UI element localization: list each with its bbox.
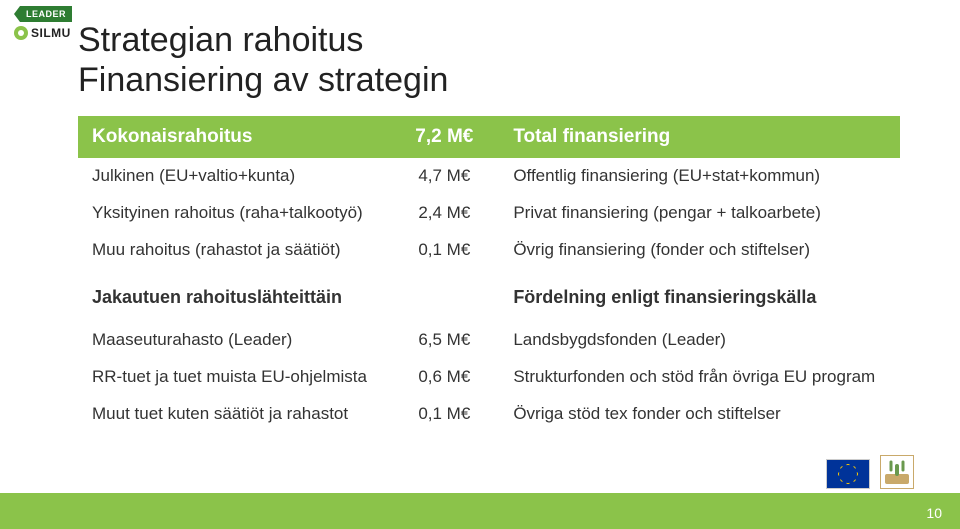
leader-logo-text: LEADER	[20, 6, 72, 22]
cell-right: Övrig finansiering (fonder och stiftelse…	[499, 232, 900, 269]
header-left: Kokonaisrahoitus	[78, 116, 389, 158]
cell-amount: 0,6 M€	[389, 359, 499, 396]
table-row: Muu rahoitus (rahastot ja säätiöt) 0,1 M…	[78, 232, 900, 269]
content-area: Strategian rahoitus Finansiering av stra…	[78, 20, 900, 433]
title-line-2: Finansiering av strategin	[78, 61, 448, 99]
cell-right: Landsbygdsfonden (Leader)	[499, 322, 900, 359]
footer-logos	[826, 455, 914, 489]
table-row: Maaseuturahasto (Leader) 6,5 M€ Landsbyg…	[78, 322, 900, 359]
cell-left: RR-tuet ja tuet muista EU-ohjelmista	[78, 359, 389, 396]
cell-right: Offentlig finansiering (EU+stat+kommun)	[499, 158, 900, 195]
table-row: RR-tuet ja tuet muista EU-ohjelmista 0,6…	[78, 359, 900, 396]
cell-amount: 0,1 M€	[389, 396, 499, 433]
table-row: Muut tuet kuten säätiöt ja rahastot 0,1 …	[78, 396, 900, 433]
eu-flag-icon	[826, 459, 870, 489]
slide: LEADER SILMU Strategian rahoitus Finansi…	[0, 0, 960, 529]
cell-right: Övriga stöd tex fonder och stiftelser	[499, 396, 900, 433]
cell-left: Muu rahoitus (rahastot ja säätiöt)	[78, 232, 389, 269]
plant-logo-icon	[880, 455, 914, 489]
cell-amount: 0,1 M€	[389, 232, 499, 269]
cell-left: Julkinen (EU+valtio+kunta)	[78, 158, 389, 195]
section-right: Fördelning enligt finansieringskälla	[499, 269, 900, 323]
cell-left: Yksityinen rahoitus (raha+talkootyö)	[78, 195, 389, 232]
cell-right: Strukturfonden och stöd från övriga EU p…	[499, 359, 900, 396]
cell-left: Maaseuturahasto (Leader)	[78, 322, 389, 359]
financing-table: Kokonaisrahoitus 7,2 M€ Total finansieri…	[78, 116, 900, 433]
table-header-row: Kokonaisrahoitus 7,2 M€ Total finansieri…	[78, 116, 900, 158]
silmu-logo: SILMU	[14, 26, 71, 40]
table-section-row: Jakautuen rahoituslähteittäin Fördelning…	[78, 269, 900, 323]
cell-right: Privat finansiering (pengar + talkoarbet…	[499, 195, 900, 232]
section-left: Jakautuen rahoituslähteittäin	[78, 269, 389, 323]
silmu-logo-text: SILMU	[31, 26, 71, 40]
page-number: 10	[926, 505, 942, 521]
section-amount	[389, 269, 499, 323]
leader-logo: LEADER	[14, 6, 72, 22]
header-amount: 7,2 M€	[389, 116, 499, 158]
table-row: Yksityinen rahoitus (raha+talkootyö) 2,4…	[78, 195, 900, 232]
cell-left: Muut tuet kuten säätiöt ja rahastot	[78, 396, 389, 433]
slide-title: Strategian rahoitus Finansiering av stra…	[78, 20, 900, 100]
cell-amount: 4,7 M€	[389, 158, 499, 195]
cell-amount: 2,4 M€	[389, 195, 499, 232]
table-row: Julkinen (EU+valtio+kunta) 4,7 M€ Offent…	[78, 158, 900, 195]
cell-amount: 6,5 M€	[389, 322, 499, 359]
header-right: Total finansiering	[499, 116, 900, 158]
title-line-1: Strategian rahoitus	[78, 21, 363, 59]
silmu-logo-icon	[14, 26, 28, 40]
footer-bar	[0, 493, 960, 529]
